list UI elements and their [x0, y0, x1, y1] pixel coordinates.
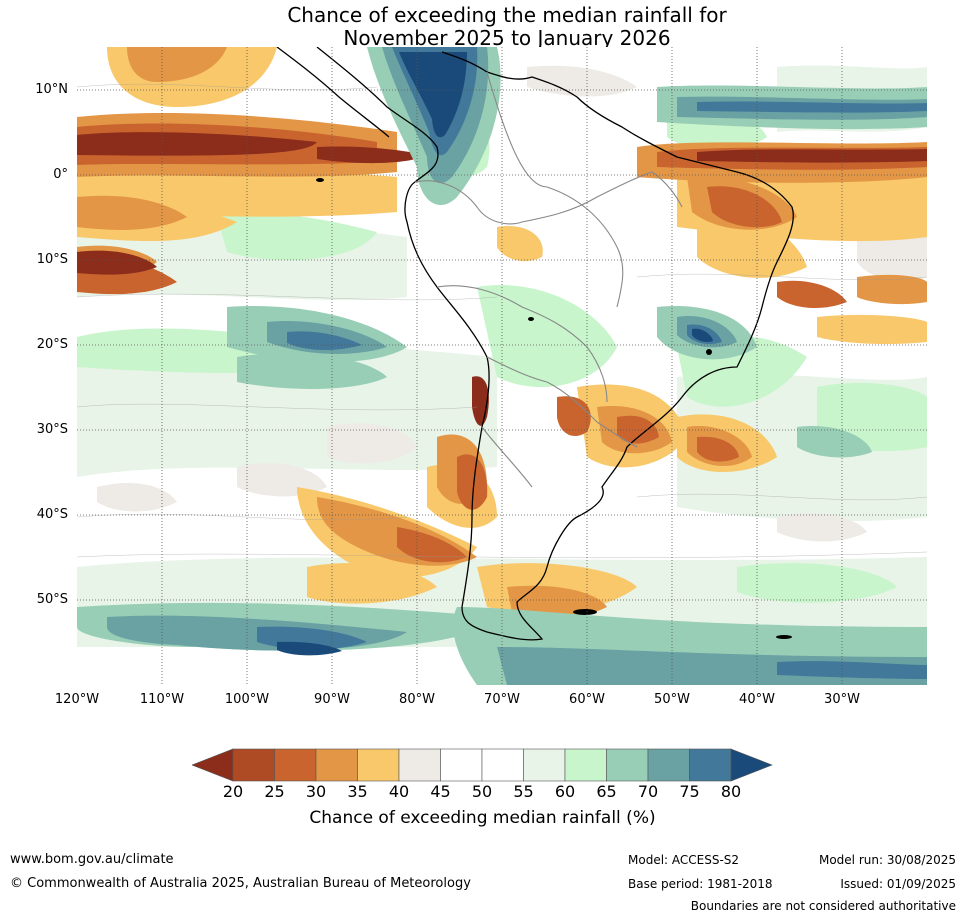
colorbar-tick: 40 — [388, 782, 410, 801]
colorbar-segment — [357, 748, 400, 782]
model-name: Model: ACCESS-S2 — [628, 853, 740, 867]
title-line-1: Chance of exceeding the median rainfall … — [287, 3, 727, 27]
contour-lines — [77, 83, 927, 559]
dark-blue-areas — [277, 52, 713, 656]
colorbar-tick: 50 — [471, 782, 493, 801]
colorbar-tick: 80 — [720, 782, 742, 801]
colorbar — [192, 748, 773, 782]
colorbar-tick: 65 — [596, 782, 617, 801]
title-line-2: November 2025 to January 2026 — [343, 26, 671, 50]
colorbar-tick: 55 — [513, 782, 534, 801]
colorbar-segment — [564, 748, 607, 782]
colorbar-segment — [647, 748, 690, 782]
lon-label-50w: 50°W — [654, 692, 690, 707]
graticule — [77, 47, 927, 685]
colorbar-segment — [274, 748, 317, 782]
lon-label-40w: 40°W — [739, 692, 775, 707]
colorbar-tick: 45 — [430, 782, 451, 801]
central-america-coastline — [276, 47, 390, 138]
lon-label-90w: 90°W — [314, 692, 350, 707]
colorbar-segments — [192, 748, 773, 782]
colorbar-segment — [606, 748, 649, 782]
lat-label-0: 0° — [53, 167, 68, 182]
colorbar-tick: 75 — [679, 782, 700, 801]
map-canvas — [77, 47, 927, 685]
colorbar-tick: 35 — [347, 782, 368, 801]
issued-date: Issued: 01/09/2025 — [840, 877, 956, 891]
colorbar-tick: 70 — [637, 782, 659, 801]
lat-label-40s: 40°S — [36, 507, 68, 522]
islands — [316, 178, 792, 639]
lat-label-10n: 10°N — [35, 82, 68, 97]
lat-label-10s: 10°S — [36, 252, 68, 267]
lat-label-30s: 30°S — [36, 422, 68, 437]
copyright-notice: © Commonwealth of Australia 2025, Austra… — [10, 876, 471, 891]
website-link[interactable]: www.bom.gov.au/climate — [10, 852, 174, 867]
colorbar-segment — [689, 748, 732, 782]
colorbar-segment — [315, 748, 358, 782]
colorbar-extend-high — [730, 748, 773, 782]
map-title: Chance of exceeding the median rainfall … — [0, 4, 965, 50]
lon-label-80w: 80°W — [399, 692, 435, 707]
south-america-coastline — [316, 47, 794, 641]
lon-label-110w: 110°W — [139, 692, 185, 707]
model-run-date: Model run: 30/08/2025 — [818, 853, 956, 867]
colorbar-segment — [232, 748, 275, 782]
brown-areas — [77, 132, 927, 426]
boundaries-disclaimer: Boundaries are not considered authoritat… — [690, 899, 956, 913]
lon-label-30w: 30°W — [824, 692, 860, 707]
colorbar-tick: 25 — [264, 782, 285, 801]
colorbar-segment — [523, 748, 566, 782]
colorbar-extend-low — [192, 748, 234, 782]
colorbar-segment — [440, 748, 483, 782]
lon-label-120w: 120°W — [54, 692, 100, 707]
colorbar-tick: 60 — [554, 782, 576, 801]
lon-label-60w: 60°W — [569, 692, 605, 707]
colorbar-tick: 20 — [222, 782, 244, 801]
colorbar-tick: 30 — [305, 782, 327, 801]
lon-label-100w: 100°W — [224, 692, 270, 707]
country-boundaries — [414, 71, 683, 488]
colorbar-segment — [398, 748, 441, 782]
lon-label-70w: 70°W — [484, 692, 520, 707]
lat-label-50s: 50°S — [36, 592, 68, 607]
lat-label-20s: 20°S — [36, 337, 68, 352]
rainfall-probability-map — [77, 47, 927, 685]
base-period: Base period: 1981-2018 — [628, 877, 773, 891]
colorbar-segment — [481, 748, 524, 782]
colorbar-label: Chance of exceeding median rainfall (%) — [309, 808, 656, 828]
